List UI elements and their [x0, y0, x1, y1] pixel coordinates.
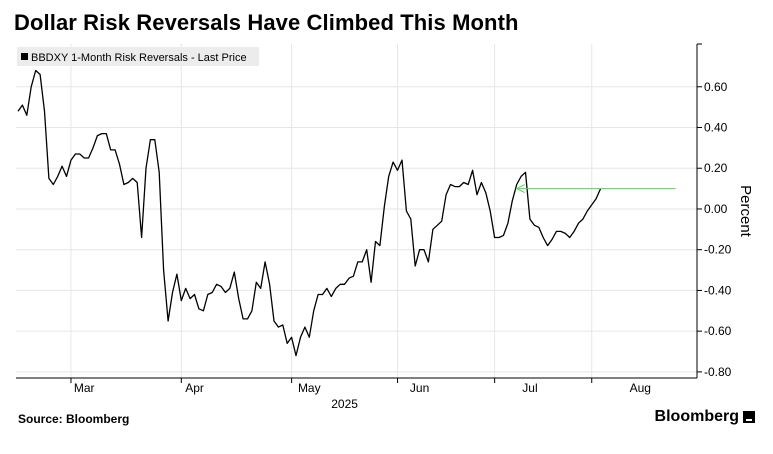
legend-swatch — [21, 53, 28, 60]
brand-icon — [743, 411, 755, 423]
x-tick-label: Mar — [74, 381, 95, 395]
y-tick-label: 0.20 — [704, 161, 728, 175]
source-note: Source: Bloomberg — [18, 412, 130, 426]
legend: BBDXY 1-Month Risk Reversals - Last Pric… — [17, 47, 259, 66]
y-axis-label: Percent — [737, 185, 754, 238]
chart-title: Dollar Risk Reversals Have Climbed This … — [14, 10, 519, 35]
annotation-arrow-head — [515, 184, 525, 194]
y-tick-label: 0.00 — [704, 202, 728, 216]
y-tick-label: 0.60 — [704, 80, 728, 94]
legend-label: BBDXY 1-Month Risk Reversals - Last Pric… — [31, 52, 247, 64]
y-tick-label: -0.20 — [704, 243, 732, 257]
x-axis-year-label: 2025 — [331, 397, 358, 411]
x-tick-label: Jul — [522, 381, 537, 395]
series — [17, 69, 602, 357]
x-tick-label: May — [298, 381, 321, 395]
legend-background — [17, 47, 259, 66]
x-tick-label: Apr — [185, 381, 204, 395]
y-tick-label: -0.40 — [704, 283, 732, 297]
series-line-risk-reversals — [17, 69, 602, 357]
x-tick-label: Jun — [410, 381, 429, 395]
y-tick-label: -0.60 — [704, 324, 732, 338]
brand-logo: Bloomberg — [655, 408, 755, 426]
axes: -0.80 -0.60 -0.40 -0.20 0.00 0.20 0.40 0.60 Mar A… — [16, 43, 732, 395]
brand-name: Bloomberg — [654, 408, 739, 425]
x-tick-label: Aug — [630, 381, 651, 395]
y-tick-label: -0.80 — [704, 365, 732, 379]
annotations — [515, 184, 676, 194]
grid-lines — [16, 44, 697, 378]
y-tick-label: 0.40 — [704, 121, 728, 135]
